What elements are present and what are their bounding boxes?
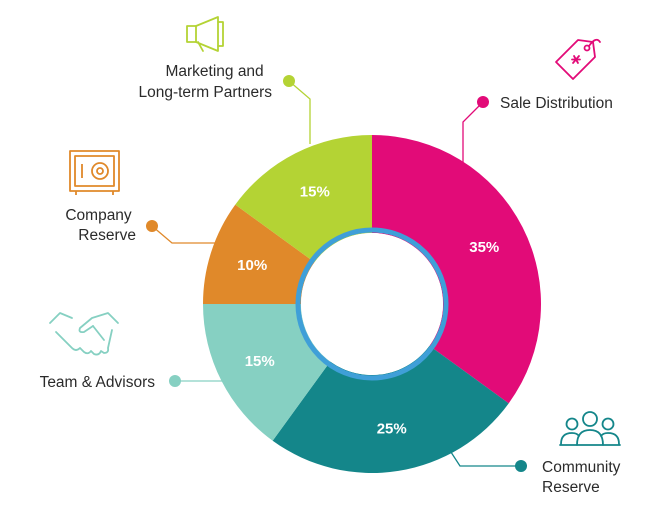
label-sale-distribution: Sale Distribution: [500, 95, 613, 112]
safe-icon: [69, 150, 120, 195]
value-label-marketing-partners: 15%: [300, 184, 330, 201]
label-company-reserve: Company Reserve: [65, 207, 136, 244]
leader-lines: [151, 80, 520, 467]
label-marketing-partners: Marketing and Long-term Partners: [138, 63, 272, 101]
megaphone-icon: [186, 16, 224, 52]
handshake-icon: [49, 312, 119, 356]
price-tag-icon: [555, 38, 601, 80]
leader-dots: [146, 75, 527, 472]
label-company-line-1: Company: [65, 207, 132, 224]
dot-marketing: [283, 75, 295, 87]
slice-community-reserve: [272, 345, 509, 474]
value-label-community-reserve: 25%: [377, 420, 407, 437]
label-community-line-1: Community: [542, 459, 621, 476]
label-community-reserve: Community Reserve: [542, 459, 625, 496]
dot-team: [169, 375, 181, 387]
value-label-sale-distribution: 35%: [469, 239, 499, 256]
leader-line-marketing: [288, 80, 311, 144]
label-community-line-2: Reserve: [542, 479, 600, 496]
people-group-icon: [559, 411, 621, 446]
leader-line-sale: [462, 101, 484, 163]
donut-hole: [301, 233, 443, 375]
slice-company-reserve: [203, 204, 315, 304]
label-team-advisors: Team & Advisors: [40, 374, 156, 391]
donut-slices: [203, 135, 541, 474]
slice-sale-distribution: [372, 135, 541, 404]
slice-marketing-partners: [235, 135, 372, 263]
label-company-line-2: Reserve: [78, 227, 136, 244]
label-sale-line-1: Sale Distribution: [500, 95, 613, 112]
dot-community: [515, 460, 527, 472]
value-labels: 35% 25% 15% 10% 15%: [237, 184, 499, 438]
donut-inner-ring: [295, 227, 449, 381]
leader-line-company: [151, 225, 216, 244]
value-label-team-advisors: 15%: [245, 353, 275, 370]
value-label-company-reserve: 10%: [237, 257, 267, 274]
label-marketing-line-1: Marketing and: [165, 63, 263, 80]
slice-team-advisors: [203, 304, 331, 441]
leader-line-community: [446, 445, 520, 467]
label-marketing-line-2: Long-term Partners: [138, 84, 272, 101]
label-team-line-1: Team & Advisors: [40, 374, 156, 391]
dot-sale: [477, 96, 489, 108]
dot-company: [146, 220, 158, 232]
